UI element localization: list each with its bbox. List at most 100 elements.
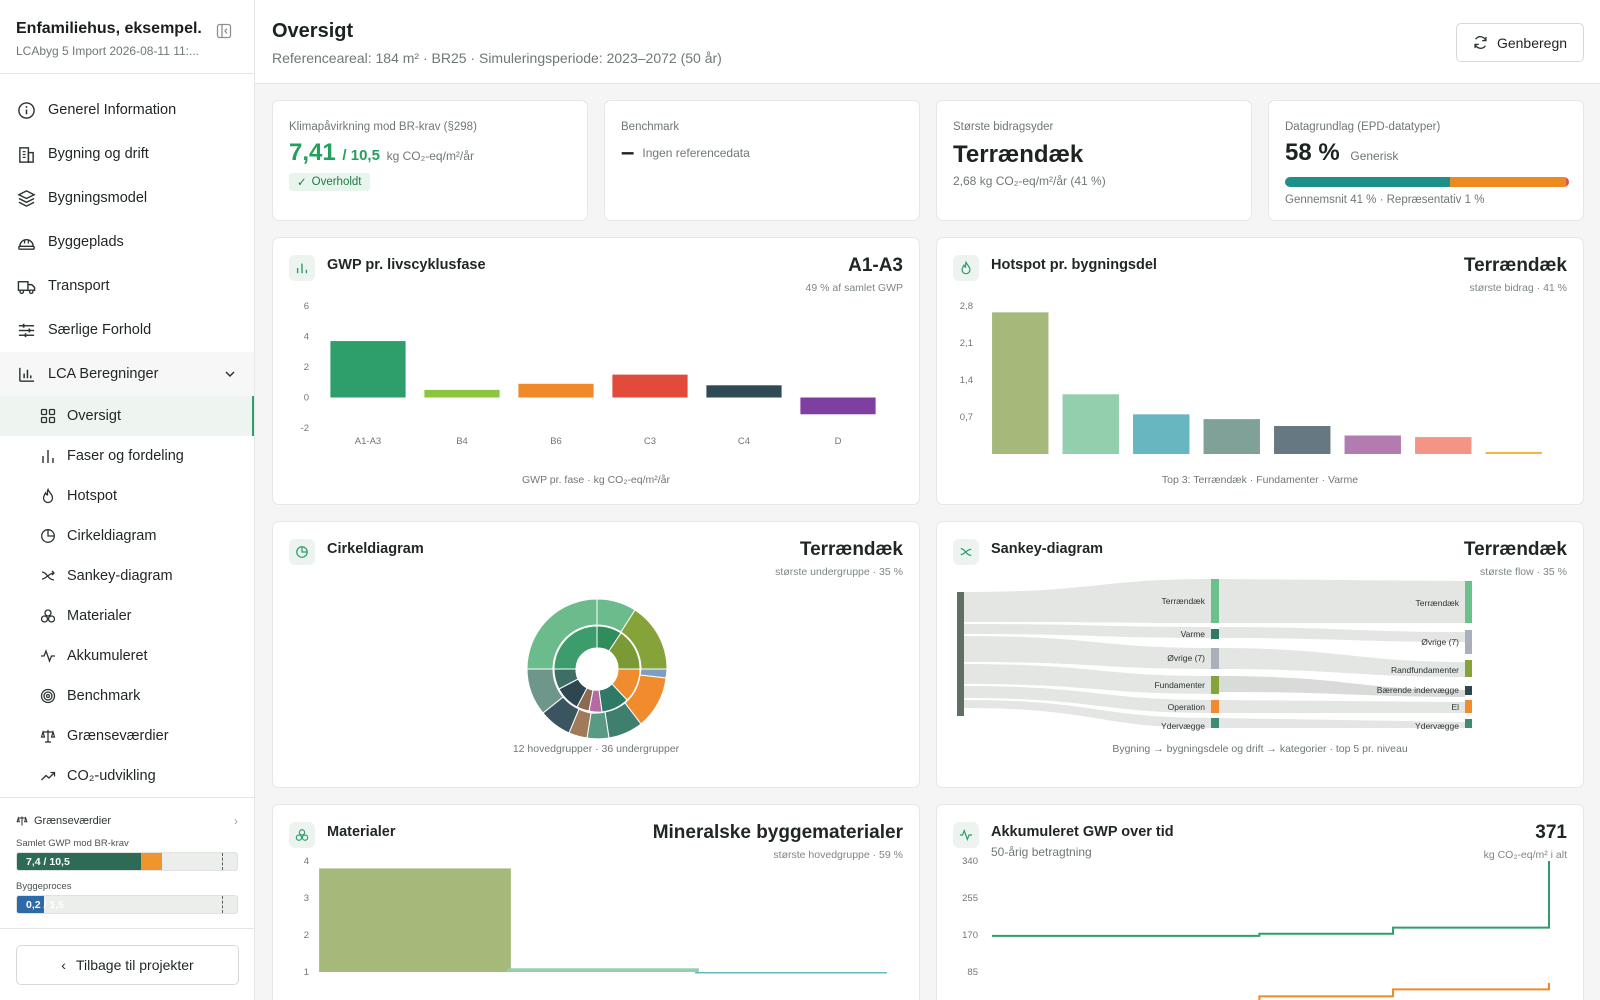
contributor-note: 2,68 kg CO₂-eq/m²/år (41 %)	[953, 174, 1106, 188]
sankey-flow	[1219, 648, 1465, 677]
nav-group-lca-beregninger[interactable]: LCA Beregninger	[0, 352, 254, 396]
grid-icon	[40, 408, 56, 424]
nav-group-label: LCA Beregninger	[48, 366, 159, 382]
status-badge: ✓ Overholdt	[289, 173, 370, 191]
sankey-label: Bærende indervægge	[1377, 685, 1459, 695]
scale-icon	[40, 729, 56, 743]
sankey-label: Terrændæk	[1162, 596, 1206, 606]
limits-summary[interactable]: Grænseværdier › Samlet GWP mod BR-krav 7…	[0, 797, 254, 931]
y-tick-label: 2,1	[960, 338, 973, 349]
check-icon: ✓	[297, 177, 307, 189]
flame-icon	[42, 488, 54, 504]
hotspot-chart: 0,7 1,4 2,1 2,8	[960, 301, 1542, 454]
nav-item-generel-information[interactable]: Generel Information	[0, 88, 254, 132]
sub-item-oversigt[interactable]: Oversigt	[0, 396, 254, 436]
nav-item-bygning-og-drift[interactable]: Bygning og drift	[0, 132, 254, 176]
climate-unit: kg CO₂-eq/m²/år	[386, 149, 474, 163]
bar	[1203, 419, 1260, 454]
recalculate-button[interactable]: Genberegn	[1456, 23, 1584, 62]
sankey-label: Ydervægge	[1161, 721, 1205, 731]
y-tick-label: 340	[962, 856, 978, 867]
sub-item-hotspot[interactable]: Hotspot	[0, 476, 254, 516]
panel-highlight-note: største bidrag · 41 %	[1469, 282, 1567, 294]
sub-item-benchmark[interactable]: Benchmark	[0, 676, 254, 716]
sankey-flow	[1219, 627, 1465, 642]
bar	[1274, 425, 1331, 454]
sankey-node	[1211, 676, 1219, 694]
y-tick-label: 0	[304, 393, 309, 404]
sankey-node	[957, 592, 964, 716]
panel-highlight: Terrændæk	[1463, 255, 1567, 276]
layers-icon	[17, 189, 36, 207]
benchmark-value: –	[621, 139, 635, 166]
limit-marker	[222, 896, 223, 913]
bar	[800, 397, 876, 415]
limit-bar-label: Samlet GWP mod BR-krav	[16, 838, 129, 849]
bar-chart-icon	[19, 367, 35, 382]
sankey-node	[1465, 700, 1472, 713]
nav-item-saerlige-forhold[interactable]: Særlige Forhold	[0, 308, 254, 352]
climate-limit: / 10,5	[342, 147, 380, 164]
pie-icon	[296, 546, 308, 558]
y-tick-label: -2	[301, 423, 309, 434]
pie-icon	[41, 529, 55, 543]
truck-icon	[17, 280, 36, 294]
sub-item-sankey-diagram[interactable]: Sankey-diagram	[0, 556, 254, 596]
x-tick-label: B4	[456, 436, 468, 447]
panel-subtitle: 50-årig betragtning	[991, 845, 1092, 859]
panel-highlight-note: kg CO₂-eq/m² i alt	[1483, 849, 1567, 861]
trend-icon	[41, 771, 56, 781]
panel-title: Sankey-diagram	[991, 541, 1104, 557]
climate-value: 7,41	[289, 139, 336, 166]
back-to-projects-button[interactable]: ‹ Tilbage til projekter	[16, 945, 239, 985]
sankey-label: Ydervægge	[1415, 721, 1459, 731]
sub-item-co2-udvikling[interactable]: CO₂-udvikling	[0, 756, 254, 796]
y-tick-label: 4	[304, 856, 309, 867]
sub-item-akkumuleret[interactable]: Akkumuleret	[0, 636, 254, 676]
sankey-flow	[964, 686, 1211, 713]
y-tick-label: 1,4	[960, 375, 973, 386]
y-tick-label: 255	[962, 893, 978, 904]
panel-highlight: Terrændæk	[1463, 539, 1567, 560]
x-tick-label: C4	[738, 436, 750, 447]
sub-item-faser-og-fordeling[interactable]: Faser og fordeling	[0, 436, 254, 476]
activity-icon	[959, 828, 973, 842]
nav-item-label: Byggeplads	[48, 234, 124, 250]
limits-title: Grænseværdier	[34, 815, 112, 827]
limit-bar-overflow	[141, 853, 162, 870]
back-button-label: Tilbage til projekter	[75, 957, 194, 973]
line-series	[1258, 982, 1550, 1000]
project-subtitle: LCAbyg 5 Import 2026-08-11 11:...	[16, 44, 199, 58]
materials-chart: 1 2 3 4	[304, 856, 887, 978]
bar	[695, 972, 887, 974]
panel-icon-box	[289, 539, 315, 565]
kpi-card-benchmark: Benchmark – Ingen referencedata	[604, 100, 920, 221]
bar	[1415, 437, 1472, 454]
nav-item-byggeplads[interactable]: Byggeplads	[0, 220, 254, 264]
epd-share-segment	[1285, 177, 1450, 187]
panel-highlight: A1-A3	[848, 255, 903, 276]
epd-share-segment	[1449, 177, 1567, 187]
benchmark-note: Ingen referencedata	[642, 146, 750, 160]
panel-icon-box	[953, 539, 979, 565]
sub-item-cirkeldiagram[interactable]: Cirkeldiagram	[0, 516, 254, 556]
nav-item-bygningsmodel[interactable]: Bygningsmodel	[0, 176, 254, 220]
nav-item-label: Transport	[48, 278, 110, 294]
sub-item-graensevaerdier[interactable]: Grænseværdier	[0, 716, 254, 756]
flow-icon	[960, 547, 972, 557]
nav-item-transport[interactable]: Transport	[0, 264, 254, 308]
panel-highlight: 371	[1535, 822, 1567, 843]
chevron-left-icon: ‹	[61, 957, 66, 973]
panel-highlight-note: 49 % af samlet GWP	[805, 282, 903, 294]
collapse-sidebar-icon[interactable]	[216, 23, 232, 39]
panel-highlight-note: største flow · 35 %	[1480, 566, 1567, 578]
sankey-node	[1465, 686, 1472, 695]
epd-share-bar	[1285, 177, 1569, 187]
panel-highlight-note: største hovedgruppe · 59 %	[773, 849, 903, 861]
chevron-right-icon: ›	[234, 814, 238, 828]
sankey-node	[1465, 581, 1472, 623]
limit-bar-total: 7,4 / 10,5	[16, 852, 238, 871]
accumulated-panel: Akkumuleret GWP over tid 50-årig betragt…	[936, 804, 1584, 1000]
limit-bar-text: 7,4 / 10,5	[26, 856, 70, 868]
sub-item-materialer[interactable]: Materialer	[0, 596, 254, 636]
